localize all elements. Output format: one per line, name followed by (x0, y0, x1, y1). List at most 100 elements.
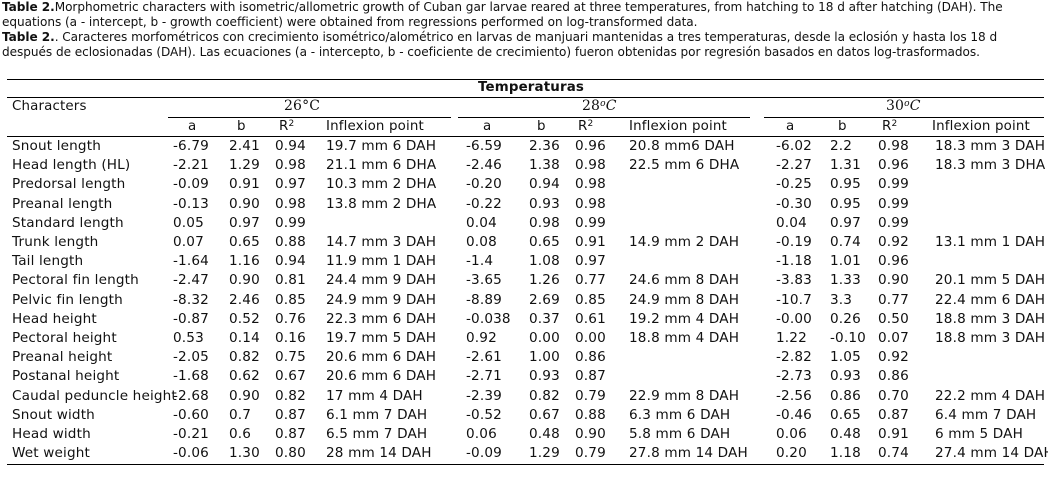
character-name: Standard length (12, 214, 124, 231)
subheader-30-b: b (838, 119, 847, 134)
caption-english-text: Morphometric characters with isometric/a… (2, 0, 1003, 29)
character-name: Caudal peduncle height (12, 387, 177, 404)
cell-t26-r2: 0.80 (275, 445, 306, 462)
cell-t30-b: 0.48 (830, 426, 861, 442)
cell-t28-a: -2.71 (466, 368, 502, 385)
cell-t28-inflexion: 19.2 mm 4 DAH (629, 310, 740, 327)
cell-t28-r2: 0.99 (575, 214, 606, 231)
cell-t28-inflexion: 27.8 mm 14 DAH (629, 445, 748, 462)
cell-t28-b: 2.69 (529, 291, 560, 308)
cell-t26-inflexion: 14.7 mm 3 DAH (326, 234, 437, 250)
cell-t30-a: 0.20 (776, 445, 807, 462)
table-row: Pectoral height 0.53 0.14 0.16 19.7 mm 5 DAH… (0, 329, 1048, 348)
cell-t26-b: 0.6 (229, 426, 252, 442)
cell-t26-r2: 0.97 (275, 176, 306, 193)
cell-t28-r2: 0.98 (575, 157, 606, 174)
cell-t28-r2: 0.85 (575, 291, 606, 308)
cell-t26-inflexion: 20.6 mm 6 DAH (326, 349, 437, 366)
table-row: Preanal height -2.05 0.82 0.75 20.6 mm 6 DAH… (0, 348, 1048, 367)
caption-spanish: Table 2.. Caracteres morfométricos con c… (2, 30, 1046, 60)
cell-t30-b: 1.05 (830, 349, 861, 366)
table-row: Head height -0.87 0.52 0.76 22.3 mm 6 DAH -0.… (0, 310, 1048, 329)
cell-t26-a: -2.05 (173, 349, 209, 366)
table-row: Head width -0.21 0.6 0.87 6.5 mm 7 DAH 0.06 0.… (0, 425, 1048, 444)
table-row: Trunk length 0.07 0.65 0.88 14.7 mm 3 DAH 0.0… (0, 233, 1048, 252)
cell-t28-inflexion: 20.8 mm6 DAH (629, 138, 735, 154)
temperature-28-degree: o (600, 99, 606, 109)
cell-t30-inflexion: 20.1 mm 5 DAH (935, 272, 1046, 289)
cell-t28-b: 1.08 (529, 253, 560, 270)
cell-t28-r2: 0.86 (575, 349, 606, 366)
cell-t26-a: 0.05 (173, 214, 204, 231)
cell-t28-b: 1.38 (529, 157, 560, 174)
cell-t30-inflexion: 22.2 mm 4 DAH (935, 387, 1046, 404)
subheader-30-a: a (786, 119, 795, 134)
cell-t28-a: -2.46 (466, 157, 502, 174)
cell-t26-a: -1.68 (173, 368, 209, 385)
cell-t26-b: 1.16 (229, 253, 260, 270)
table-row: Postanal height -1.68 0.62 0.67 20.6 mm 6 DA… (0, 367, 1048, 386)
cell-t28-a: 0.06 (466, 426, 497, 442)
cell-t26-b: 0.14 (229, 330, 260, 346)
temperature-28-header: 28oC (582, 97, 617, 115)
character-name: Pectoral fin length (12, 272, 139, 289)
cell-t28-b: 0.67 (529, 406, 560, 423)
cell-t26-inflexion: 6.5 mm 7 DAH (326, 426, 428, 442)
cell-t28-r2: 0.97 (575, 253, 606, 270)
caption-spanish-text: . Caracteres morfométricos con crecimien… (2, 30, 998, 59)
cell-t30-b: 0.95 (830, 195, 861, 212)
cell-t30-a: -0.00 (776, 310, 812, 327)
cell-t26-a: -0.13 (173, 195, 209, 212)
cell-t26-r2: 0.85 (275, 291, 306, 308)
cell-t30-a: -0.46 (776, 406, 812, 423)
cell-t26-b: 1.30 (229, 445, 260, 462)
cell-t26-inflexion: 19.7 mm 6 DAH (326, 138, 437, 154)
cell-t30-b: 1.31 (830, 157, 861, 174)
cell-t28-r2: 0.98 (575, 176, 606, 193)
cell-t28-a: -1.4 (466, 253, 494, 270)
cell-t28-inflexion: 5.8 mm 6 DAH (629, 426, 731, 442)
cell-t26-r2: 0.75 (275, 349, 306, 366)
cell-t26-inflexion: 22.3 mm 6 DAH (326, 310, 437, 327)
cell-t28-inflexion: 14.9 mm 2 DAH (629, 234, 740, 250)
cell-t26-inflexion: 6.1 mm 7 DAH (326, 406, 428, 423)
cell-t26-b: 0.90 (229, 195, 260, 212)
cell-t30-b: 1.33 (830, 272, 861, 289)
cell-t30-a: -2.56 (776, 387, 812, 404)
cell-t30-b: 1.18 (830, 445, 861, 462)
cell-t26-r2: 0.98 (275, 195, 306, 212)
cell-t26-inflexion: 17 mm 4 DAH (326, 387, 423, 404)
cell-t28-b: 0.37 (529, 310, 560, 327)
cell-t28-a: -0.52 (466, 406, 502, 423)
character-name: Head length (HL) (12, 157, 131, 174)
table-bottom-rule (7, 464, 1044, 465)
subheader-rule (7, 136, 1044, 137)
cell-t28-b: 0.65 (529, 234, 560, 250)
character-name: Head width (12, 426, 91, 442)
cell-t26-r2: 0.99 (275, 214, 306, 231)
cell-t26-a: 0.53 (173, 330, 204, 346)
cell-t26-a: -0.87 (173, 310, 209, 327)
cell-t30-b: 0.65 (830, 406, 861, 423)
table-row: Standard length 0.05 0.97 0.99 0.04 0.98 0.99 0… (0, 214, 1048, 233)
cell-t28-b: 1.29 (529, 445, 560, 462)
cell-t30-inflexion: 6 mm 5 DAH (935, 426, 1023, 442)
character-name: Predorsal length (12, 176, 126, 193)
cell-t28-a: -2.61 (466, 349, 502, 366)
cell-t28-a: -2.39 (466, 387, 502, 404)
temperature-28-unit: C (605, 98, 617, 114)
cell-t26-b: 0.91 (229, 176, 260, 193)
cell-t26-b: 0.90 (229, 387, 260, 404)
cell-t28-b: 0.48 (529, 426, 560, 442)
cell-t26-a: -2.21 (173, 157, 209, 174)
cell-t28-b: 0.98 (529, 214, 560, 231)
table-row: Head length (HL) -2.21 1.29 0.98 21.1 mm 6 D… (0, 156, 1048, 175)
cell-t30-b: -0.10 (830, 330, 866, 346)
table-row: Snout width -0.60 0.7 0.87 6.1 mm 7 DAH -0.52… (0, 406, 1048, 425)
cell-t26-r2: 0.94 (275, 138, 306, 154)
cell-t30-b: 0.97 (830, 214, 861, 231)
character-name: Postanal height (12, 368, 120, 385)
caption-spanish-label: Table 2. (2, 30, 55, 44)
cell-t30-inflexion: 18.8 mm 3 DAH (935, 330, 1046, 346)
cell-t30-a: -10.7 (776, 291, 812, 308)
